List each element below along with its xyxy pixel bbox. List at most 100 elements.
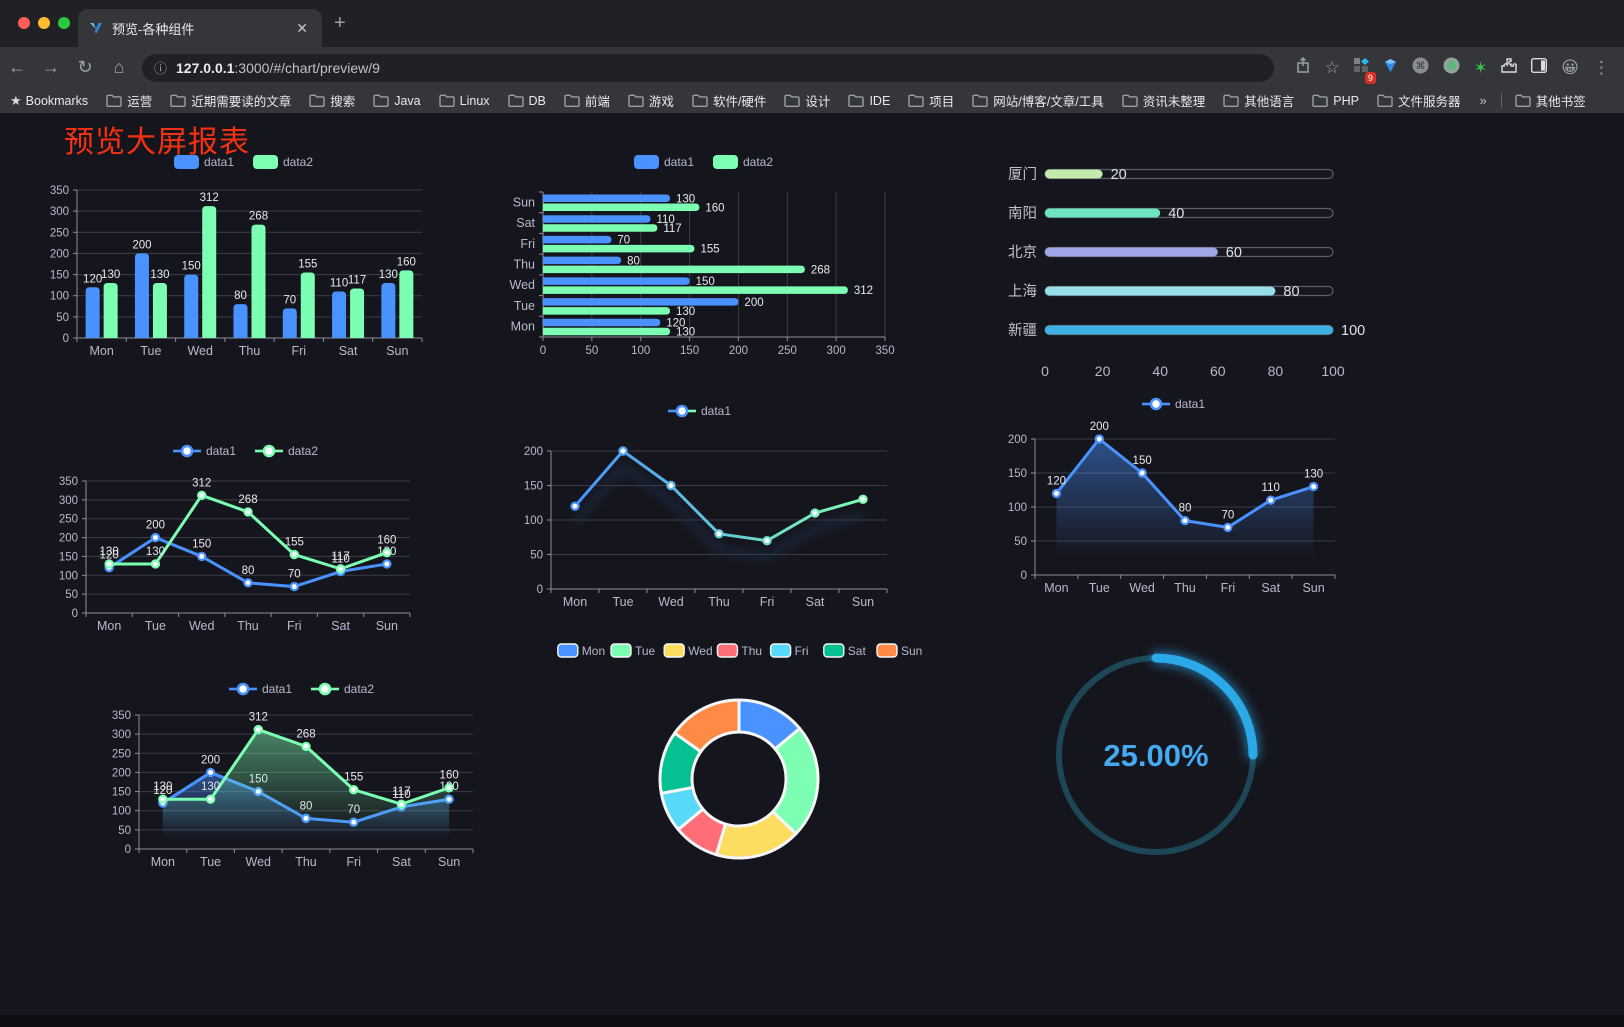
- legend-item[interactable]: data1: [1142, 397, 1205, 411]
- tab-close-icon[interactable]: ✕: [296, 19, 308, 36]
- bookmark-folder[interactable]: PHP: [1312, 94, 1359, 108]
- bookmark-folder[interactable]: 设计: [784, 91, 830, 110]
- folder-icon: [1122, 94, 1138, 107]
- svg-text:北京: 北京: [1008, 244, 1037, 261]
- profile-avatar[interactable]: 😀: [1561, 57, 1579, 77]
- other-bookmarks-folder[interactable]: 其他书签: [1515, 91, 1586, 110]
- legend-item[interactable]: Tue: [610, 643, 656, 658]
- bookmark-folder[interactable]: DB: [507, 94, 546, 108]
- svg-text:0: 0: [63, 333, 69, 345]
- bookmark-folder[interactable]: 网站/博客/文章/工具: [972, 91, 1104, 110]
- bookmark-label: 前端: [584, 95, 610, 109]
- page-info-icon[interactable]: ⓘ: [154, 61, 168, 76]
- gauge-chart[interactable]: 25.00%: [1040, 635, 1272, 870]
- reload-icon[interactable]: ↻: [77, 57, 93, 77]
- svg-text:Sat: Sat: [848, 644, 867, 658]
- bookmark-folder[interactable]: 前端: [564, 91, 610, 110]
- legend-item[interactable]: Sat: [823, 643, 867, 658]
- svg-text:Sat: Sat: [392, 855, 411, 869]
- svg-text:50: 50: [1014, 536, 1027, 548]
- line-area-blue-svg: data1 0 50 100 150 200 Mon Tue Wed Thu Fri Sat Sun 12…: [1008, 397, 1336, 595]
- legend-item[interactable]: data2: [253, 155, 313, 169]
- svg-text:70: 70: [1221, 509, 1234, 521]
- bookmark-folder[interactable]: 近期需要读的文章: [170, 91, 291, 110]
- minimize-window-button[interactable]: [38, 17, 50, 29]
- legend-item[interactable]: Sun: [876, 643, 922, 658]
- svg-text:70: 70: [617, 235, 630, 247]
- close-window-button[interactable]: [18, 17, 30, 29]
- svg-text:data2: data2: [288, 444, 318, 458]
- svg-text:0: 0: [1021, 570, 1027, 582]
- bookmark-star-icon[interactable]: ☆: [1324, 57, 1340, 77]
- bookmark-folder[interactable]: 项目: [908, 91, 954, 110]
- bookmark-folder[interactable]: 软件/硬件: [692, 91, 766, 110]
- zoom-window-button[interactable]: [58, 17, 70, 29]
- svg-text:Tue: Tue: [1089, 581, 1110, 595]
- bookmark-folder[interactable]: 资讯未整理: [1122, 91, 1205, 110]
- back-icon[interactable]: ←: [8, 57, 26, 77]
- svg-text:250: 250: [59, 514, 78, 526]
- green-dot-extension-icon[interactable]: [1443, 57, 1460, 78]
- progress-bar-chart[interactable]: 厦门 20 南阳 40 北京 60 上海 80 新疆 100 0 20 40 60 80 100: [985, 150, 1385, 385]
- legend-item[interactable]: data2: [713, 155, 773, 169]
- url-host: 127.0.0.1: [176, 59, 235, 76]
- area-chart-two-series[interactable]: data1 data2 0 50 100 150 200 250 300 350 Mon Tue Wed…: [103, 676, 481, 890]
- area-chart-blue[interactable]: data1 0 50 100 150 200 Mon Tue Wed Thu Fri Sat Sun 12…: [985, 390, 1353, 610]
- svg-text:50: 50: [56, 312, 69, 324]
- new-tab-button[interactable]: +: [334, 12, 346, 34]
- bookmark-folder[interactable]: IDE: [848, 94, 890, 108]
- legend-item[interactable]: data2: [255, 444, 318, 458]
- donut-chart[interactable]: Mon Tue Wed Thu Fri Sat Sun: [545, 634, 933, 879]
- svg-text:110: 110: [656, 214, 674, 226]
- legend-item[interactable]: data1: [173, 444, 236, 458]
- forward-icon[interactable]: →: [42, 57, 60, 77]
- puzzle-extensions-icon[interactable]: [1501, 57, 1518, 78]
- svg-text:120: 120: [100, 550, 119, 562]
- green-star-extension-icon[interactable]: ✶: [1473, 59, 1488, 77]
- extension-grid-icon[interactable]: 9: [1353, 58, 1376, 84]
- svg-text:data2: data2: [743, 155, 773, 169]
- bookmark-folder[interactable]: 运营: [106, 91, 152, 110]
- gem-extension-icon[interactable]: [1383, 58, 1398, 77]
- svg-text:150: 150: [192, 538, 211, 550]
- svg-text:117: 117: [331, 551, 349, 563]
- bookmark-folder[interactable]: 其他语言: [1223, 91, 1294, 110]
- legend-item[interactable]: Fri: [769, 643, 809, 658]
- svg-text:150: 150: [1008, 468, 1027, 480]
- svg-text:Mon: Mon: [1044, 581, 1068, 595]
- browser-tab[interactable]: 预览-各种组件 ✕: [78, 9, 322, 47]
- bookmarks-label[interactable]: Bookmarks: [25, 93, 89, 108]
- svg-text:厦门: 厦门: [1008, 166, 1037, 183]
- legend-item[interactable]: data1: [174, 155, 234, 169]
- bookmarks-overflow-chevron[interactable]: »: [1479, 93, 1487, 108]
- svg-text:155: 155: [344, 772, 363, 784]
- bar-chart-vertical[interactable]: data1 data2 0 50 100 150 200 250 300 350 Mon Tue Wed…: [45, 148, 430, 366]
- share-icon[interactable]: [1295, 56, 1311, 78]
- bookmark-folder[interactable]: 游戏: [628, 91, 674, 110]
- line-chart-gradient[interactable]: data1 0 50 100 150 200 Mon Tue Wed Thu Fri Sat Sun: [505, 393, 897, 621]
- bookmark-folder[interactable]: 文件服务器: [1377, 91, 1460, 110]
- svg-text:117: 117: [348, 275, 366, 287]
- command-extension-icon[interactable]: ⌘: [1412, 57, 1429, 78]
- legend-item[interactable]: Thu: [716, 643, 762, 658]
- bookmark-folder[interactable]: 搜索: [309, 91, 355, 110]
- legend-item[interactable]: Mon: [557, 643, 605, 658]
- other-bookmarks-label: 其他书签: [1535, 95, 1586, 109]
- folder-icon: [373, 94, 389, 107]
- url-bar[interactable]: ⓘ 127.0.0.1:3000/#/chart/preview/9: [142, 53, 1274, 82]
- home-icon[interactable]: ⌂: [113, 57, 125, 77]
- svg-text:100: 100: [50, 291, 69, 303]
- legend-item[interactable]: data1: [229, 682, 292, 696]
- menu-dots-icon[interactable]: ⋮: [1593, 57, 1610, 77]
- bookmark-folder[interactable]: Linux: [438, 94, 490, 108]
- legend-item[interactable]: Wed: [663, 643, 713, 658]
- legend-item[interactable]: data1: [668, 404, 731, 418]
- legend-item[interactable]: data2: [311, 682, 374, 696]
- donut-slice[interactable]: [673, 698, 741, 754]
- legend-item[interactable]: data1: [634, 155, 694, 169]
- line-chart-two-series[interactable]: data1 data2 0 50 100 150 200 250 300 350 Mon Tue Wed…: [40, 425, 422, 647]
- bookmarks-star-icon[interactable]: ★: [10, 92, 22, 108]
- bar-chart-horizontal[interactable]: data1 data2 0 50 100 150 200 250 300 350 Sun 130 160…: [500, 148, 898, 366]
- sidebar-icon[interactable]: [1531, 57, 1548, 77]
- bookmark-folder[interactable]: Java: [373, 94, 421, 108]
